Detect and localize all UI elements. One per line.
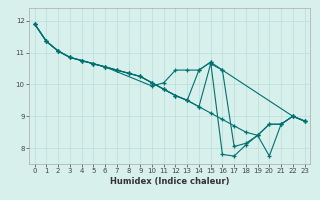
X-axis label: Humidex (Indice chaleur): Humidex (Indice chaleur) (110, 177, 229, 186)
